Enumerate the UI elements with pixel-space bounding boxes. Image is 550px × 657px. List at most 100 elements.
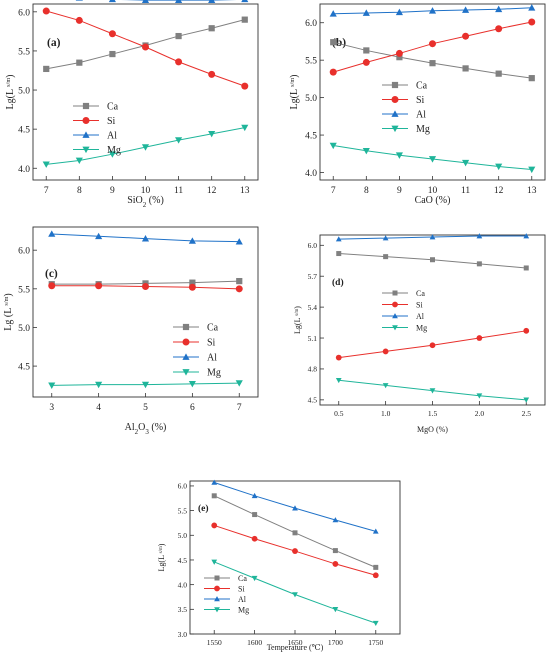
data-point-al: [251, 492, 258, 499]
y-tick-label: 5.5: [178, 506, 188, 515]
chart-panel: 7 8 9 10 11 12 13 4.0 4.5 5.0 5.5 6.0 SiO2 (%) Lg(L s…: [5, 0, 259, 209]
y-tick-label: 5.5: [18, 285, 30, 295]
data-point-si: [142, 43, 149, 51]
legend-label: Si: [238, 584, 245, 593]
y-tick-label: 5.0: [18, 324, 30, 334]
data-point-ca: [429, 60, 436, 67]
data-point-ca: [211, 493, 217, 499]
data-point-si: [372, 572, 379, 579]
x-tick-label: 1750: [368, 638, 383, 647]
data-point-ca: [208, 25, 215, 32]
x-tick-label: 4: [96, 403, 101, 413]
data-point-si: [362, 58, 370, 66]
data-point-mg: [332, 607, 339, 613]
x-tick-label: 6: [190, 403, 195, 413]
x-tick-label: 13: [527, 186, 537, 196]
y-tick-label: 5.4: [308, 303, 318, 312]
data-point-ca: [383, 254, 389, 260]
legend-label: Mg: [107, 145, 121, 156]
x-tick-label: 8: [77, 186, 82, 196]
data-point-ca: [43, 65, 50, 73]
data-point-al: [329, 10, 337, 17]
x-tick-label: 11: [174, 186, 183, 196]
legend-marker: [182, 338, 190, 346]
legend-marker: [391, 125, 399, 133]
data-point-ca: [373, 564, 379, 570]
legend-marker: [82, 117, 90, 124]
y-tick-label: 6.0: [308, 241, 318, 250]
data-point-mg: [429, 388, 436, 394]
data-point-si: [235, 285, 243, 293]
data-point-ca: [396, 54, 403, 61]
data-point-al: [528, 4, 536, 11]
y-tick-label: 3.0: [178, 630, 188, 639]
x-tick-label: 7: [44, 186, 49, 196]
y-tick-label: 4.0: [178, 580, 188, 589]
legend-label: Ca: [416, 289, 425, 298]
data-point-al: [241, 0, 249, 3]
legend-marker: [392, 313, 398, 319]
data-point-mg: [335, 377, 342, 384]
chart-panel: 7 8 9 10 11 12 13 4.0 4.5 5.0 5.5 6.0 CaO (%) Lg(L s/…: [289, 3, 546, 206]
data-point-al: [362, 9, 370, 16]
data-point-ca: [476, 261, 482, 267]
data-point-ca: [363, 47, 370, 54]
data-point-mg: [141, 144, 150, 151]
data-point-si: [382, 348, 389, 355]
legend-label: Ca: [416, 81, 428, 92]
data-point-al: [495, 5, 503, 13]
x-tick-label: 7: [237, 403, 242, 413]
y-axis-title: Lg (L s/m): [3, 293, 15, 330]
chart-panel: 3 4 5 6 7 4.5 5.0 5.5 6.0 Al2O3 (%) Lg (L s/m) (c) C…: [3, 226, 259, 436]
data-point-si: [332, 561, 339, 567]
data-point-si: [108, 30, 116, 38]
data-point-al: [332, 517, 339, 523]
legend-label: Al: [416, 312, 425, 321]
legend-marker: [392, 290, 398, 296]
x-tick-label: 1.5: [428, 409, 438, 418]
data-point-ca: [330, 39, 337, 46]
y-tick-label: 5.7: [308, 272, 318, 281]
x-tick-label: 9: [397, 186, 402, 196]
data-point-al: [462, 6, 470, 13]
data-point-mg: [362, 147, 370, 155]
legend-marker: [391, 81, 399, 89]
data-point-mg: [211, 559, 218, 565]
legend-marker: [214, 585, 220, 592]
data-point-al: [335, 236, 342, 242]
legend-marker: [392, 301, 398, 308]
legend-label: Mg: [238, 605, 249, 614]
data-point-ca: [495, 70, 502, 77]
data-point-ca: [76, 59, 83, 66]
data-point-al: [95, 232, 103, 240]
y-tick-label: 5.0: [305, 94, 317, 104]
data-point-si: [292, 548, 298, 554]
data-point-mg: [235, 380, 243, 387]
x-tick-label: 7: [331, 186, 336, 196]
data-point-al: [208, 0, 216, 3]
y-axis-title: Lg(L s/m): [157, 543, 166, 571]
legend: Ca Si Al Mg: [173, 323, 221, 379]
data-point-mg: [75, 157, 83, 165]
y-axis-title: Lg(L s/m): [5, 75, 17, 110]
y-tick-label: 5.0: [18, 87, 30, 97]
y-tick-label: 5.1: [308, 334, 318, 343]
legend-label: Ca: [207, 323, 219, 334]
legend-label: Si: [207, 338, 216, 349]
data-point-si: [495, 25, 503, 33]
data-point-si: [476, 335, 483, 341]
plot-frame: [189, 480, 401, 635]
legend: Ca Si Al Mg: [382, 81, 430, 135]
y-tick-label: 6.0: [178, 482, 188, 491]
plot-frame: [32, 226, 259, 398]
data-point-si: [48, 282, 56, 290]
data-point-mg: [208, 130, 216, 138]
data-point-mg: [428, 156, 437, 163]
data-point-al: [211, 479, 218, 485]
legend: Ca Si Al Mg: [73, 102, 121, 156]
x-tick-label: 1600: [247, 638, 262, 647]
legend-label: Si: [416, 95, 425, 106]
y-tick-label: 6.0: [305, 19, 317, 29]
x-tick-label: 3: [49, 403, 54, 413]
y-tick-label: 4.5: [18, 363, 30, 373]
